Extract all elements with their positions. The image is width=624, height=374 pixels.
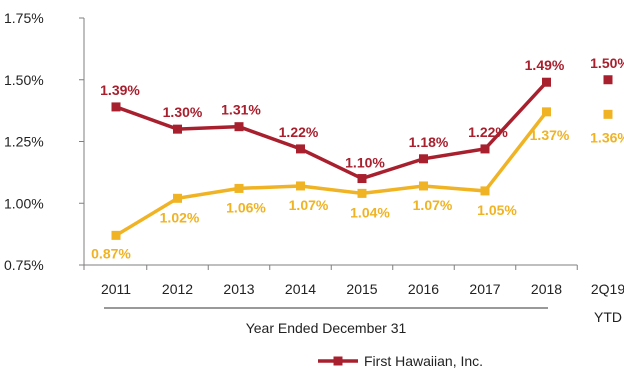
- series-0-data-label: 1.22%: [468, 124, 508, 140]
- series-1-marker: [419, 181, 428, 191]
- y-axis: 0.75% 1.00% 1.25% 1.50% 1.75%: [4, 10, 85, 273]
- series-0-data-label: 1.31%: [221, 102, 261, 118]
- series-1-marker: [480, 186, 490, 196]
- x-tick-label: 2016: [408, 281, 439, 297]
- x-tick-label: 2014: [285, 281, 316, 297]
- x-tick-label: 2011: [101, 281, 131, 297]
- series-1-data-label: 1.05%: [477, 202, 517, 218]
- series-1-data-label: 1.04%: [350, 204, 390, 220]
- series-0-marker: [296, 144, 305, 154]
- series-0-data-label: 1.22%: [279, 124, 319, 140]
- series-1-marker: [111, 230, 121, 240]
- series-1-data-label: 1.06%: [226, 199, 266, 215]
- series-0-marker: [173, 124, 182, 134]
- y-tick-label: 1.25%: [4, 134, 44, 150]
- legend-label: First Hawaiian, Inc.: [364, 353, 483, 369]
- x-tick-label: 2013: [223, 281, 254, 297]
- series-0-data-label: 1.39%: [100, 82, 140, 98]
- x-tick-label: 2017: [469, 281, 500, 297]
- y-tick-label: 0.75%: [4, 257, 44, 273]
- y-tick-label: 1.50%: [4, 72, 44, 88]
- series-1-marker: [234, 183, 244, 193]
- series-0-marker: [234, 122, 244, 132]
- series-1-data-label: 1.07%: [413, 197, 453, 213]
- series-0-marker: [419, 154, 428, 164]
- series-0-line: [115, 81, 548, 181]
- y-tick-label: 1.00%: [4, 195, 44, 211]
- series-1-marker: [542, 107, 551, 117]
- series-1-marker: [173, 193, 182, 203]
- series-0-marker: [111, 102, 121, 112]
- y-tick-label: 1.75%: [4, 10, 44, 26]
- series-1-data-label: 1.37%: [530, 127, 570, 143]
- series-1-data-label: 1.36%: [590, 129, 624, 145]
- x-axis: 2011 2012 2013 2014 2015 2016 2017 2018 2Q19 YTD Y…: [83, 264, 624, 336]
- x-tick-label: 2012: [162, 281, 193, 297]
- x-tick-label: 2Q19: [591, 281, 624, 297]
- series-0-data-label: 1.10%: [345, 155, 385, 171]
- series-0-marker: [542, 77, 551, 87]
- x-axis-title: Year Ended December 31: [246, 320, 407, 336]
- series-0-marker: [603, 75, 613, 85]
- series-1-data-label: 0.87%: [91, 245, 131, 261]
- series-0-data-label: 1.18%: [409, 134, 449, 150]
- series-group: 1.39% 1.30% 1.31% 1.22% 1.10% 1.18% 1.22% 1.49%…: [91, 55, 624, 262]
- series-1-marker: [296, 181, 305, 191]
- series-0-data-label: 1.49%: [525, 57, 565, 73]
- series-1-data-label: 1.07%: [289, 197, 329, 213]
- series-0-data-label: 1.50%: [590, 55, 624, 71]
- x-tick-label: 2018: [531, 281, 562, 297]
- series-1-line: [115, 110, 548, 237]
- series-0-data-label: 1.30%: [163, 104, 203, 120]
- x-tick-sublabel: YTD: [594, 309, 622, 325]
- series-0-marker: [480, 144, 490, 154]
- x-tick-label: 2015: [346, 281, 377, 297]
- series-1-marker: [357, 188, 367, 198]
- series-1-data-label: 1.02%: [160, 209, 200, 225]
- series-1-marker: [603, 109, 613, 119]
- legend: First Hawaiian, Inc.: [318, 353, 483, 369]
- legend-swatch-marker: [333, 356, 343, 366]
- series-0-marker: [357, 174, 367, 184]
